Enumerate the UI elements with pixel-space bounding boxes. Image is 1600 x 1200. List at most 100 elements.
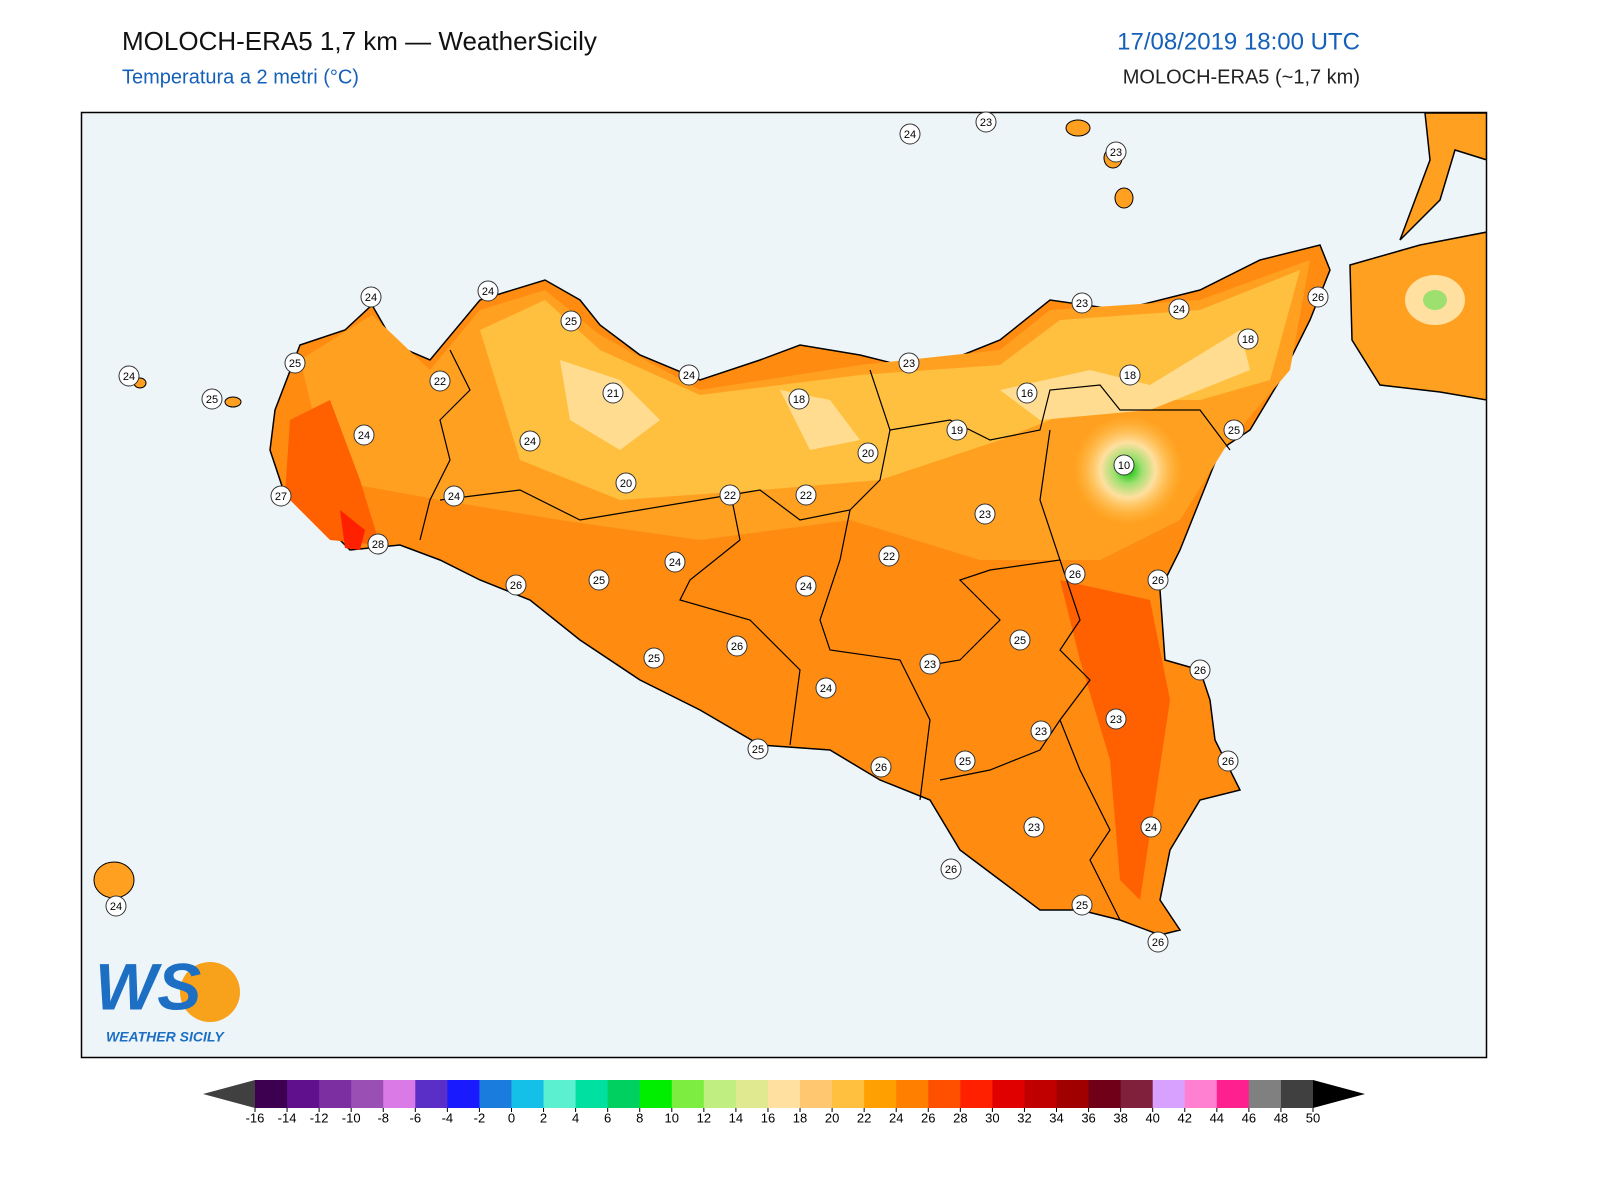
logo-mark: WS bbox=[95, 949, 201, 1023]
colorbar-swatch bbox=[832, 1080, 865, 1108]
station-value: 26 bbox=[945, 864, 957, 876]
station-marker bbox=[353, 424, 375, 446]
station-value: 23 bbox=[1035, 726, 1047, 738]
station-value: 25 bbox=[752, 744, 764, 756]
colorbar-swatch bbox=[1056, 1080, 1090, 1108]
colorbar-swatch bbox=[1184, 1080, 1218, 1108]
station-marker bbox=[857, 442, 879, 464]
station-value: 25 bbox=[289, 358, 301, 370]
colorbar-tick-label: -8 bbox=[377, 1110, 389, 1125]
colorbar-tick-label: -4 bbox=[442, 1110, 454, 1125]
colorbar-tick-label: 32 bbox=[1017, 1110, 1031, 1125]
station-value: 19 bbox=[951, 425, 963, 437]
colorbar-swatch bbox=[1280, 1080, 1314, 1108]
station: 23 bbox=[1023, 816, 1045, 838]
colorbar-tick-label: -6 bbox=[410, 1110, 422, 1125]
station: 25 bbox=[643, 647, 665, 669]
colorbar-swatch bbox=[1152, 1080, 1186, 1108]
station: 26 bbox=[1307, 286, 1329, 308]
station: 21 bbox=[602, 382, 624, 404]
colorbar: -16 -14 -12 -10 -8 -6 -4 -2 0 2 4 6 8 10 12 14 16 18 20 22 2… bbox=[203, 1080, 1365, 1125]
colorbar-tick-label: 4 bbox=[572, 1110, 579, 1125]
station-marker bbox=[940, 858, 962, 880]
colorbar-swatch bbox=[1248, 1080, 1282, 1108]
station-value: 26 bbox=[731, 641, 743, 653]
station-marker bbox=[1119, 364, 1141, 386]
station-value: 21 bbox=[607, 388, 619, 400]
subtitle: Temperatura a 2 metri (°C) bbox=[122, 66, 359, 88]
station-marker bbox=[284, 352, 306, 374]
station-value: 26 bbox=[1194, 665, 1206, 677]
province-border bbox=[939, 559, 1091, 781]
station: 23 bbox=[975, 111, 997, 133]
station-marker bbox=[747, 738, 769, 760]
colorbar-tick-label: 50 bbox=[1306, 1110, 1320, 1125]
station-value: 23 bbox=[903, 358, 915, 370]
station-marker bbox=[795, 484, 817, 506]
province-border bbox=[419, 349, 471, 541]
colorbar-swatch bbox=[543, 1080, 577, 1108]
station-marker bbox=[1217, 750, 1239, 772]
station: 25 bbox=[588, 569, 610, 591]
station: 23 bbox=[919, 653, 941, 675]
station-value: 23 bbox=[1028, 822, 1040, 834]
colorbar-tick-label: 36 bbox=[1081, 1110, 1095, 1125]
station-marker bbox=[1147, 931, 1169, 953]
station-value: 25 bbox=[593, 575, 605, 587]
colorbar-swatch bbox=[319, 1080, 352, 1108]
province-border bbox=[929, 429, 1061, 666]
colorbar-swatch bbox=[479, 1080, 512, 1108]
colorbar-tick-label: 16 bbox=[761, 1110, 775, 1125]
colorbar-swatch bbox=[639, 1080, 673, 1108]
station-marker bbox=[678, 364, 700, 386]
colorbar-swatch bbox=[960, 1080, 993, 1108]
colorbar-swatch bbox=[447, 1080, 480, 1108]
station-value: 24 bbox=[669, 557, 681, 569]
station-value: 24 bbox=[448, 491, 460, 503]
station: 25 bbox=[747, 738, 769, 760]
colorbar-tick-label: 28 bbox=[953, 1110, 967, 1125]
station: 24 bbox=[1168, 298, 1190, 320]
station-value: 24 bbox=[1145, 822, 1157, 834]
station-marker bbox=[1237, 328, 1259, 350]
station-value: 28 bbox=[372, 539, 384, 551]
island bbox=[1114, 187, 1134, 209]
colorbar-swatch bbox=[896, 1080, 929, 1108]
station-marker bbox=[974, 503, 996, 525]
station-marker bbox=[360, 286, 382, 308]
station-labels: 24 23 23 24 24 25 23 24 26 25 24 22 25 21 24 18 23 16 18 18… bbox=[105, 111, 1329, 953]
station: 26 bbox=[1064, 563, 1086, 585]
colorbar-swatch bbox=[287, 1080, 320, 1108]
station-value: 24 bbox=[110, 901, 122, 913]
logo-sun bbox=[180, 962, 240, 1022]
map-frame bbox=[80, 111, 1488, 1059]
station-value: 26 bbox=[1152, 575, 1164, 587]
station-value: 25 bbox=[206, 394, 218, 406]
colorbar-swatch bbox=[383, 1080, 416, 1108]
station-marker bbox=[788, 388, 810, 410]
colorbar-tick-label: -10 bbox=[342, 1110, 361, 1125]
station: 25 bbox=[954, 750, 976, 772]
colorbar-swatch bbox=[703, 1080, 737, 1108]
station-value: 10 bbox=[1118, 460, 1130, 472]
island bbox=[93, 861, 135, 899]
station: 24 bbox=[105, 895, 127, 917]
logo: WS WEATHER SICILY bbox=[95, 949, 240, 1045]
station-marker bbox=[954, 750, 976, 772]
colorbar-tick-label: -2 bbox=[474, 1110, 486, 1125]
island bbox=[1065, 119, 1091, 137]
station: 24 bbox=[815, 677, 837, 699]
station: 22 bbox=[719, 484, 741, 506]
station-value: 25 bbox=[1076, 900, 1088, 912]
station: 24 bbox=[477, 280, 499, 302]
model-name: MOLOCH-ERA5 (~1,7 km) bbox=[1123, 66, 1360, 88]
station-marker bbox=[1071, 894, 1093, 916]
station-marker bbox=[1223, 419, 1245, 441]
colorbar-tick-label: 2 bbox=[540, 1110, 547, 1125]
colorbar-tick-label: 26 bbox=[921, 1110, 935, 1125]
colorbar-tick-label: 6 bbox=[604, 1110, 611, 1125]
station: 18 bbox=[788, 388, 810, 410]
station-marker bbox=[1168, 298, 1190, 320]
station-marker bbox=[519, 430, 541, 452]
station: 20 bbox=[857, 442, 879, 464]
